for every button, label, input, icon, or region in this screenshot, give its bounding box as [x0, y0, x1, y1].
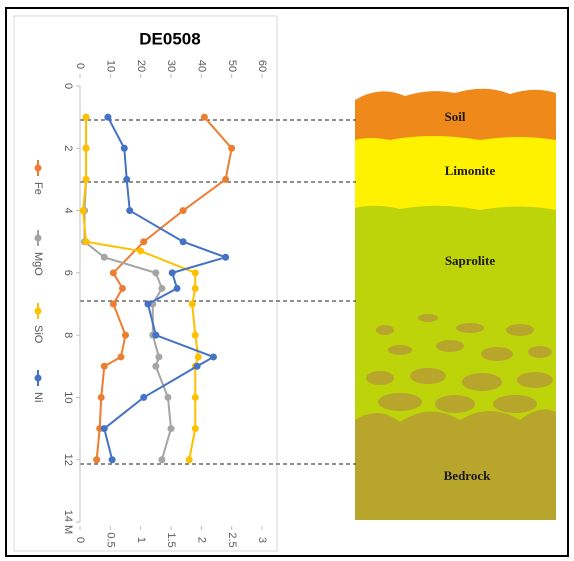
x-tick-label: 0	[74, 63, 86, 69]
data-point	[121, 145, 128, 152]
x2-tick-label: 2	[195, 537, 207, 543]
legend-marker	[35, 375, 42, 382]
data-point	[192, 332, 199, 339]
x-tick-label: 20	[135, 60, 147, 72]
layer-label: Soil	[445, 109, 466, 124]
x2-tick-label: 2.5	[226, 532, 238, 547]
figure: DE0508 Soil Limonite Saprolite Bedrock 0…	[0, 0, 574, 561]
data-point	[155, 353, 162, 360]
y-tick-label: 0	[62, 83, 74, 89]
data-point	[189, 301, 196, 308]
data-point	[83, 238, 90, 245]
data-point	[104, 114, 111, 121]
data-point	[101, 254, 108, 261]
x-tick-label: 10	[104, 60, 116, 72]
y-tick-label: 4	[62, 208, 74, 214]
data-point	[186, 456, 193, 463]
y-tick-label: 2	[62, 145, 74, 151]
data-point	[152, 332, 159, 339]
data-point	[164, 394, 171, 401]
data-point	[110, 269, 117, 276]
bedrock-layer	[355, 409, 556, 520]
data-point	[83, 145, 90, 152]
legend-label: Fe	[32, 182, 44, 195]
legend-marker	[35, 308, 42, 315]
data-point	[169, 269, 176, 276]
x2-tick-label: 0	[74, 537, 86, 543]
data-point	[158, 285, 165, 292]
layer-label: Bedrock	[444, 468, 491, 483]
x-tick-label: 50	[226, 60, 238, 72]
legend-marker	[35, 165, 42, 172]
data-point	[123, 176, 130, 183]
data-point	[140, 394, 147, 401]
x-tick-label: 60	[256, 60, 268, 72]
data-point	[152, 269, 159, 276]
data-point	[126, 207, 133, 214]
soil-profile: Soil Limonite Saprolite Bedrock	[355, 89, 556, 520]
data-point	[192, 425, 199, 432]
series-line	[85, 117, 171, 460]
data-point	[98, 394, 105, 401]
data-point	[109, 456, 116, 463]
x-tick-label: 30	[165, 60, 177, 72]
data-point	[222, 254, 229, 261]
data-point	[144, 301, 151, 308]
data-point	[117, 353, 124, 360]
x2-tick-label: 0.5	[104, 532, 116, 547]
data-point	[101, 425, 108, 432]
data-point	[101, 363, 108, 370]
data-point	[83, 176, 90, 183]
layer-label: Saprolite	[445, 253, 496, 268]
y-tick-label: 14 M	[62, 510, 74, 534]
data-point	[201, 114, 208, 121]
data-point	[180, 238, 187, 245]
layer-label: Limonite	[445, 163, 496, 178]
data-point	[152, 363, 159, 370]
data-point	[180, 207, 187, 214]
x2-tick-label: 3	[256, 537, 268, 543]
data-point	[137, 248, 144, 255]
data-point	[168, 425, 175, 432]
data-point	[228, 145, 235, 152]
chart-title: DE0508	[139, 29, 200, 48]
data-point	[110, 301, 117, 308]
legend-label: MgO	[32, 252, 44, 276]
legend-label: Ni	[32, 392, 44, 402]
legend-marker	[35, 235, 42, 242]
y-tick-label: 12	[62, 454, 74, 466]
x2-tick-label: 1.5	[165, 532, 177, 547]
data-point	[192, 394, 199, 401]
x-tick-label: 40	[195, 60, 207, 72]
data-point	[210, 353, 217, 360]
x2-tick-label: 1	[135, 537, 147, 543]
data-point	[80, 207, 87, 214]
data-point	[192, 285, 199, 292]
data-point	[174, 285, 181, 292]
data-point	[194, 363, 201, 370]
data-point	[140, 238, 147, 245]
data-point	[192, 269, 199, 276]
data-point	[93, 456, 100, 463]
data-point	[83, 114, 90, 121]
legend-label: SiO	[32, 325, 44, 344]
data-point	[119, 285, 126, 292]
chart-frame	[14, 16, 277, 551]
y-tick-label: 10	[62, 391, 74, 403]
y-tick-label: 8	[62, 332, 74, 338]
data-point	[158, 456, 165, 463]
data-point	[195, 353, 202, 360]
y-tick-label: 6	[62, 270, 74, 276]
data-point	[222, 176, 229, 183]
data-point	[122, 332, 129, 339]
